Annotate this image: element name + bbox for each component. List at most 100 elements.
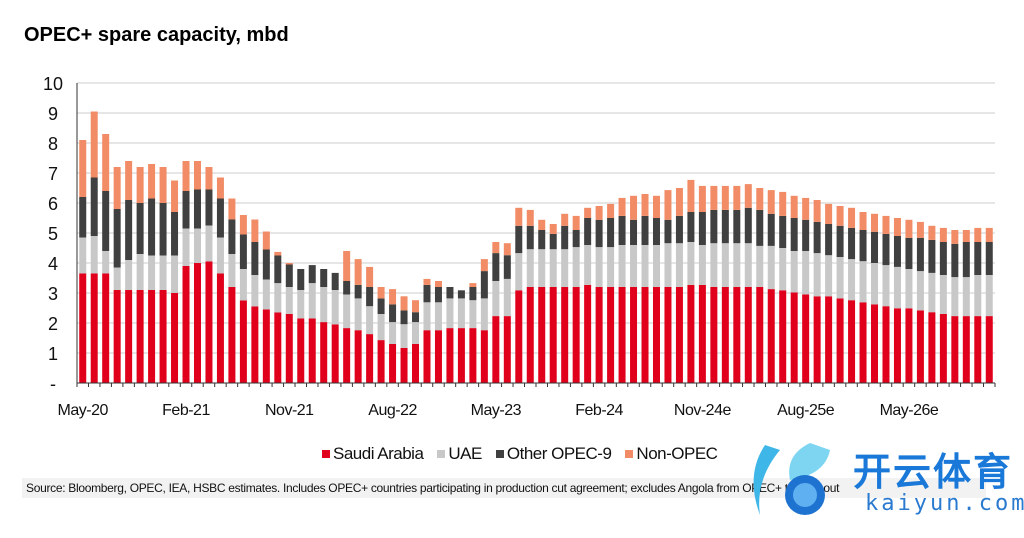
bar-non-opec	[239, 215, 247, 235]
bar-saudi-arabia	[205, 261, 213, 383]
bar-saudi-arabia	[710, 287, 718, 383]
bar-non-opec	[859, 212, 867, 230]
bar-uae	[274, 283, 282, 313]
bar-other-opec-9	[228, 219, 236, 254]
bar-saudi-arabia	[859, 302, 867, 383]
bar-other-opec-9	[469, 287, 477, 301]
bar-saudi-arabia	[412, 344, 420, 383]
bar-non-opec	[492, 242, 500, 254]
bar-other-opec-9	[756, 209, 764, 246]
bar-uae	[102, 251, 110, 274]
bar-other-opec-9	[802, 219, 810, 251]
watermark-text-en: kaiyun.com	[865, 491, 1024, 516]
bar-saudi-arabia	[102, 273, 110, 383]
bar-non-opec	[595, 206, 603, 220]
bar-uae	[148, 255, 156, 290]
bar-saudi-arabia	[687, 284, 695, 383]
bar-saudi-arabia	[171, 293, 179, 383]
bar-other-opec-9	[113, 209, 121, 268]
bar-other-opec-9	[779, 215, 787, 248]
bar-other-opec-9	[744, 207, 752, 244]
bar-non-opec	[538, 219, 546, 230]
bar-other-opec-9	[641, 215, 649, 245]
bar-non-opec	[893, 218, 901, 236]
legend-label: Saudi Arabia	[333, 444, 424, 463]
bar-uae	[434, 302, 442, 331]
bar-uae	[515, 253, 523, 291]
bar-non-opec	[905, 219, 913, 238]
bar-uae	[205, 225, 213, 262]
bar-other-opec-9	[871, 231, 879, 263]
bar-non-opec	[400, 296, 408, 311]
bar-uae	[377, 314, 385, 341]
bar-uae	[813, 253, 821, 297]
bar-saudi-arabia	[480, 330, 488, 383]
bar-uae	[159, 255, 167, 290]
bar-saudi-arabia	[848, 300, 856, 383]
bar-uae	[802, 251, 810, 295]
x-tick-label: Nov-24e	[674, 402, 732, 419]
bar-non-opec	[526, 209, 534, 226]
bar-other-opec-9	[457, 290, 465, 299]
bar-saudi-arabia	[285, 314, 293, 383]
bar-uae	[446, 298, 454, 329]
bar-non-opec	[928, 225, 936, 240]
bar-other-opec-9	[79, 197, 87, 238]
bar-non-opec	[561, 213, 569, 226]
bar-non-opec	[710, 185, 718, 210]
bar-uae	[756, 245, 764, 287]
bar-other-opec-9	[893, 236, 901, 267]
x-tick-label: Feb-21	[162, 402, 210, 419]
bar-non-opec	[343, 251, 351, 281]
bar-uae	[193, 228, 201, 263]
bar-non-opec	[825, 203, 833, 224]
bar-saudi-arabia	[549, 287, 557, 383]
bar-non-opec	[412, 300, 420, 313]
bar-other-opec-9	[136, 203, 144, 254]
bar-other-opec-9	[159, 203, 167, 256]
bar-other-opec-9	[125, 200, 133, 260]
kaiyun-logo-icon	[753, 443, 830, 515]
bar-uae	[320, 287, 328, 323]
bar-other-opec-9	[193, 189, 201, 229]
bar-other-opec-9	[251, 242, 259, 275]
bar-other-opec-9	[262, 249, 270, 280]
bar-non-opec	[721, 185, 729, 210]
bar-non-opec	[102, 134, 110, 191]
bar-non-opec	[572, 215, 580, 230]
bar-uae	[136, 254, 144, 290]
bar-uae	[836, 257, 844, 299]
bar-uae	[262, 279, 270, 310]
legend-item-uae: UAE	[437, 444, 482, 464]
bar-other-opec-9	[366, 287, 374, 307]
bar-other-opec-9	[297, 269, 305, 290]
bar-saudi-arabia	[928, 312, 936, 383]
bar-uae	[171, 255, 179, 293]
bar-other-opec-9	[343, 281, 351, 295]
bar-uae	[733, 243, 741, 287]
bar-saudi-arabia	[503, 316, 511, 383]
bar-other-opec-9	[618, 215, 626, 245]
bar-non-opec	[618, 197, 626, 216]
bar-non-opec	[871, 213, 879, 232]
bar-other-opec-9	[905, 237, 913, 269]
bar-uae	[595, 247, 603, 287]
x-tick-label: May-20	[58, 402, 109, 419]
y-tick-label: -	[50, 374, 56, 394]
bar-uae	[905, 269, 913, 309]
bar-uae	[859, 261, 867, 303]
bar-saudi-arabia	[664, 287, 672, 383]
bar-non-opec	[389, 289, 397, 305]
bar-other-opec-9	[389, 304, 397, 323]
bar-other-opec-9	[630, 219, 638, 245]
bar-saudi-arabia	[825, 296, 833, 383]
legend-label: Other OPEC-9	[506, 444, 612, 463]
x-tick-label: May-23	[471, 402, 522, 419]
bar-saudi-arabia	[79, 273, 87, 383]
bar-non-opec	[549, 224, 557, 234]
bar-saudi-arabia	[331, 324, 339, 383]
bar-other-opec-9	[320, 269, 328, 287]
bar-non-opec	[251, 219, 259, 242]
bar-other-opec-9	[813, 221, 821, 254]
bar-uae	[675, 243, 683, 287]
